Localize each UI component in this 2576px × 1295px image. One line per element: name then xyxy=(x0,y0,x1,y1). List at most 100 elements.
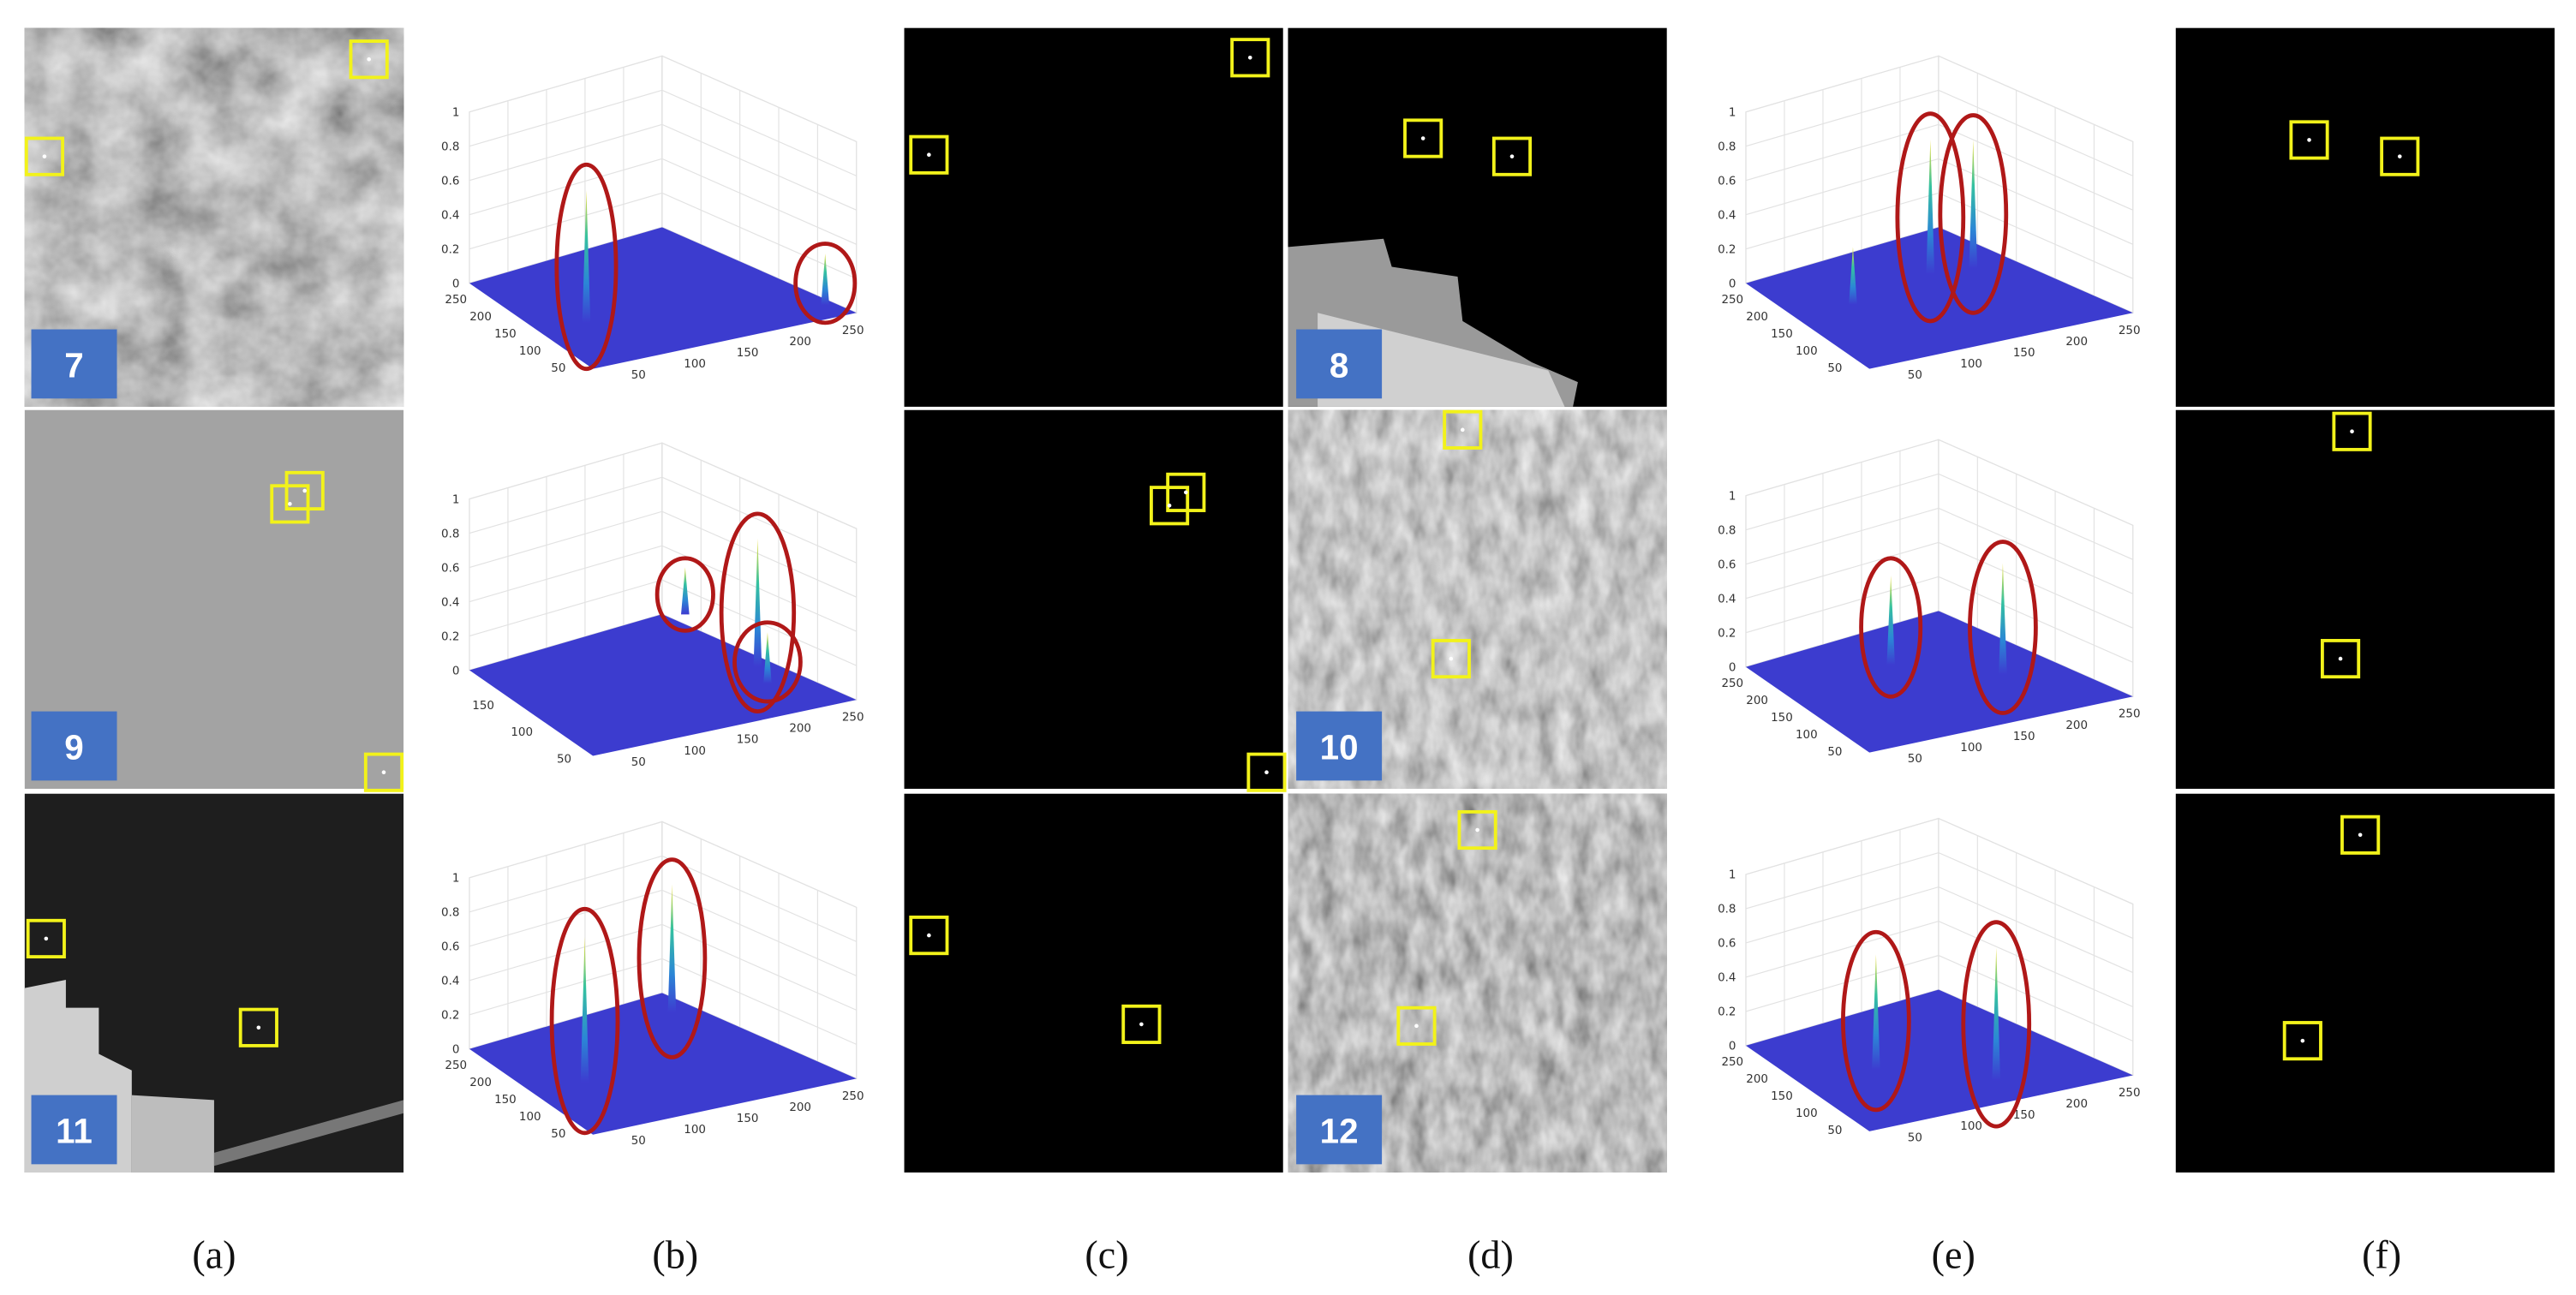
highlight-ellipse xyxy=(793,242,858,325)
target-dot xyxy=(256,1025,261,1030)
grid-line xyxy=(469,855,858,942)
z-tick-label: 0.8 xyxy=(1718,141,1736,154)
z-tick-label: 0 xyxy=(452,1044,460,1057)
peak xyxy=(1992,947,2001,1081)
x-tick-label: 50 xyxy=(631,369,646,382)
target-box xyxy=(270,484,310,524)
z-tick-label: 1 xyxy=(452,493,460,506)
result-image xyxy=(904,793,1283,1173)
surface-plot: 00.20.40.60.8125020015010050501001502002… xyxy=(1718,439,2141,766)
badge-label: 10 xyxy=(1320,727,1359,767)
grid-line xyxy=(1745,123,2134,211)
peak xyxy=(1999,563,2007,675)
target-dot xyxy=(927,152,931,158)
y-tick-label: 200 xyxy=(469,311,492,324)
z-tick-label: 0.6 xyxy=(1718,559,1736,572)
target-dot xyxy=(1420,136,1425,140)
z-tick-label: 0.4 xyxy=(441,596,459,609)
y-tick-label: 100 xyxy=(519,1111,541,1124)
highlight-ellipse xyxy=(1968,540,2038,715)
result-image xyxy=(2175,793,2555,1173)
surface-plot: 00.20.40.60.8125020015010050501001502002… xyxy=(441,55,864,382)
surface-plot: 00.20.40.60.8125020015010050501001502002… xyxy=(1718,817,2141,1144)
peaks xyxy=(1841,920,2032,1129)
grid-line xyxy=(469,158,858,245)
target-dot xyxy=(302,488,307,493)
y-tick-label: 250 xyxy=(1721,1056,1743,1069)
z-tick-label: 0.6 xyxy=(1718,938,1736,951)
target-box xyxy=(1457,809,1497,850)
z-tick-label: 0.8 xyxy=(441,141,459,154)
target-dot xyxy=(1167,503,1172,508)
x-tick-label: 50 xyxy=(1908,369,1922,382)
z-tick-label: 0.6 xyxy=(441,941,459,954)
peak xyxy=(582,190,591,324)
peaks xyxy=(654,511,803,714)
x-tick-label: 200 xyxy=(2065,1098,2088,1111)
x-tick-label: 250 xyxy=(842,325,864,337)
target-dot xyxy=(2358,832,2363,838)
x-tick-label: 150 xyxy=(737,347,759,360)
grid-line xyxy=(1745,473,2134,560)
target-dot xyxy=(1449,656,1454,661)
surface-floor xyxy=(469,227,857,369)
surface-plot: 00.20.40.60.8125020015010050501001502002… xyxy=(1718,55,2141,382)
peak xyxy=(1969,140,1978,269)
surface-floor xyxy=(469,614,857,756)
x-tick-label: 250 xyxy=(2119,325,2141,337)
target-box xyxy=(1431,639,1471,679)
result-image xyxy=(2175,409,2555,789)
y-tick-label: 200 xyxy=(469,1077,492,1089)
target-box xyxy=(349,39,389,80)
y-tick-label: 50 xyxy=(1827,1125,1842,1137)
y-tick-label: 100 xyxy=(519,345,541,358)
y-tick-label: 250 xyxy=(445,1059,467,1072)
highlight-ellipse xyxy=(549,906,620,1136)
peak xyxy=(580,937,589,1083)
badge xyxy=(1296,711,1383,781)
grid-line xyxy=(1745,886,2134,974)
x-tick-label: 150 xyxy=(2013,1109,2035,1122)
peak xyxy=(753,538,762,667)
z-tick-label: 0.2 xyxy=(441,244,459,257)
target-dot xyxy=(2307,138,2311,142)
y-tick-label: 150 xyxy=(1771,1090,1793,1103)
target-box xyxy=(909,134,949,175)
y-tick-label: 150 xyxy=(472,700,494,713)
target-box xyxy=(1396,1006,1437,1046)
x-tick-label: 200 xyxy=(789,723,811,736)
target-dot xyxy=(1414,1023,1419,1029)
highlight-ellipse xyxy=(1961,920,2032,1129)
grid-line xyxy=(1745,158,2134,245)
y-tick-label: 200 xyxy=(1746,1073,1768,1086)
peaks xyxy=(1859,540,2038,715)
grid-line xyxy=(469,192,858,279)
x-tick-label: 50 xyxy=(631,756,646,769)
x-tick-label: 150 xyxy=(737,734,759,747)
grid-line xyxy=(1745,439,2134,526)
x-tick-label: 100 xyxy=(1960,358,1982,371)
x-tick-label: 150 xyxy=(737,1113,759,1125)
target-dot xyxy=(288,502,292,506)
caption: (d) xyxy=(1467,1232,1514,1276)
z-tick-label: 0 xyxy=(452,278,460,291)
grid-line xyxy=(469,923,858,1011)
target-dot xyxy=(42,154,47,158)
x-tick-label: 200 xyxy=(2065,719,2088,732)
caption: (a) xyxy=(192,1232,236,1276)
peaks xyxy=(554,162,858,372)
target-dot xyxy=(2338,656,2343,661)
x-tick-label: 50 xyxy=(1908,1131,1922,1144)
target-dot xyxy=(2300,1038,2305,1043)
x-tick-label: 100 xyxy=(1960,1120,1982,1133)
target-box xyxy=(1246,752,1287,792)
y-tick-label: 150 xyxy=(1771,712,1793,725)
surface-floor xyxy=(1745,227,2133,369)
peaks xyxy=(549,857,708,1136)
target-box xyxy=(363,752,404,792)
x-tick-label: 100 xyxy=(684,358,706,371)
badge xyxy=(31,711,117,781)
z-tick-label: 0.2 xyxy=(441,630,459,643)
z-tick-label: 0.2 xyxy=(1718,244,1736,257)
